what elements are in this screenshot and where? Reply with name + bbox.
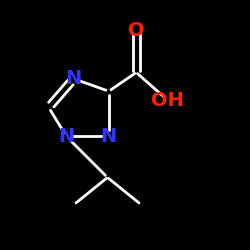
Text: OH: OH (151, 90, 184, 110)
Text: N: N (100, 127, 117, 146)
Text: N: N (58, 127, 74, 146)
Text: O: O (128, 20, 144, 40)
Text: N: N (66, 69, 82, 88)
